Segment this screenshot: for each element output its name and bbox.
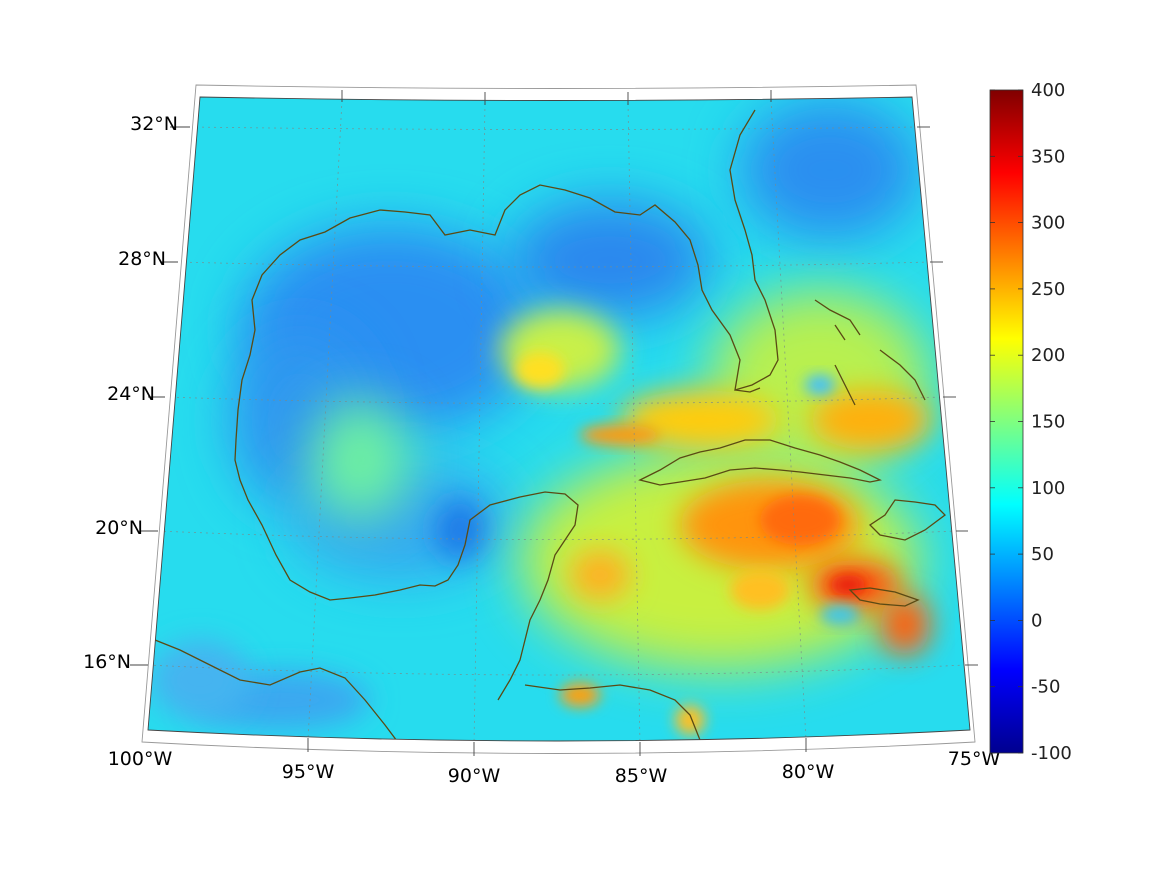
colorbar-tick-label: 150 — [1031, 412, 1065, 433]
lon-label-75w: 75°W — [948, 748, 1001, 770]
lat-label-24: 24°N — [107, 383, 155, 405]
florida-keys — [734, 387, 761, 393]
colorbar-tick-label: 250 — [1031, 279, 1065, 300]
colorbar-tick-label: 200 — [1031, 345, 1065, 366]
lon-label-80w: 80°W — [782, 761, 835, 783]
colorbar-tick-label: 100 — [1031, 478, 1065, 499]
colorbar-tick-label: -100 — [1031, 743, 1072, 764]
colorbar-tick-label: 300 — [1031, 213, 1065, 234]
colorbar-tick-label: 50 — [1031, 544, 1054, 565]
colorbar-tick-label: -50 — [1031, 677, 1060, 698]
lat-label-28: 28°N — [118, 248, 166, 270]
colorbar: 400 350 300 250 200 150 100 50 0 -50 -100 — [989, 80, 1072, 764]
cuba — [638, 439, 882, 486]
colorbar-tick-label: 400 — [1031, 80, 1065, 101]
colorbar-tick-label: 0 — [1031, 610, 1042, 631]
coastlines — [154, 109, 946, 741]
colorbar-tick-label: 350 — [1031, 146, 1065, 167]
honduras-coast — [524, 684, 701, 741]
lat-labels: 32°N 28°N 24°N 20°N 16°N — [83, 113, 178, 673]
jamaica — [848, 587, 920, 607]
lon-labels: 100°W 95°W 90°W 85°W 80°W 75°W — [108, 748, 1001, 787]
gulf-coast — [234, 109, 779, 701]
lat-label-16: 16°N — [83, 651, 131, 673]
data-field — [148, 97, 970, 741]
lon-label-95w: 95°W — [282, 761, 335, 783]
hispaniola — [868, 499, 946, 541]
field-blobs — [150, 100, 930, 735]
lon-label-100w: 100°W — [108, 748, 173, 770]
graticule — [148, 99, 966, 741]
map-frame — [130, 84, 978, 756]
central-america-coast — [154, 639, 401, 741]
colorbar-ticks: 400 350 300 250 200 150 100 50 0 -50 -100 — [990, 80, 1072, 764]
lon-label-90w: 90°W — [448, 765, 501, 787]
lat-label-32: 32°N — [130, 113, 178, 135]
bahamas — [814, 299, 926, 406]
lon-label-85w: 85°W — [615, 765, 668, 787]
lat-label-20: 20°N — [95, 517, 143, 539]
